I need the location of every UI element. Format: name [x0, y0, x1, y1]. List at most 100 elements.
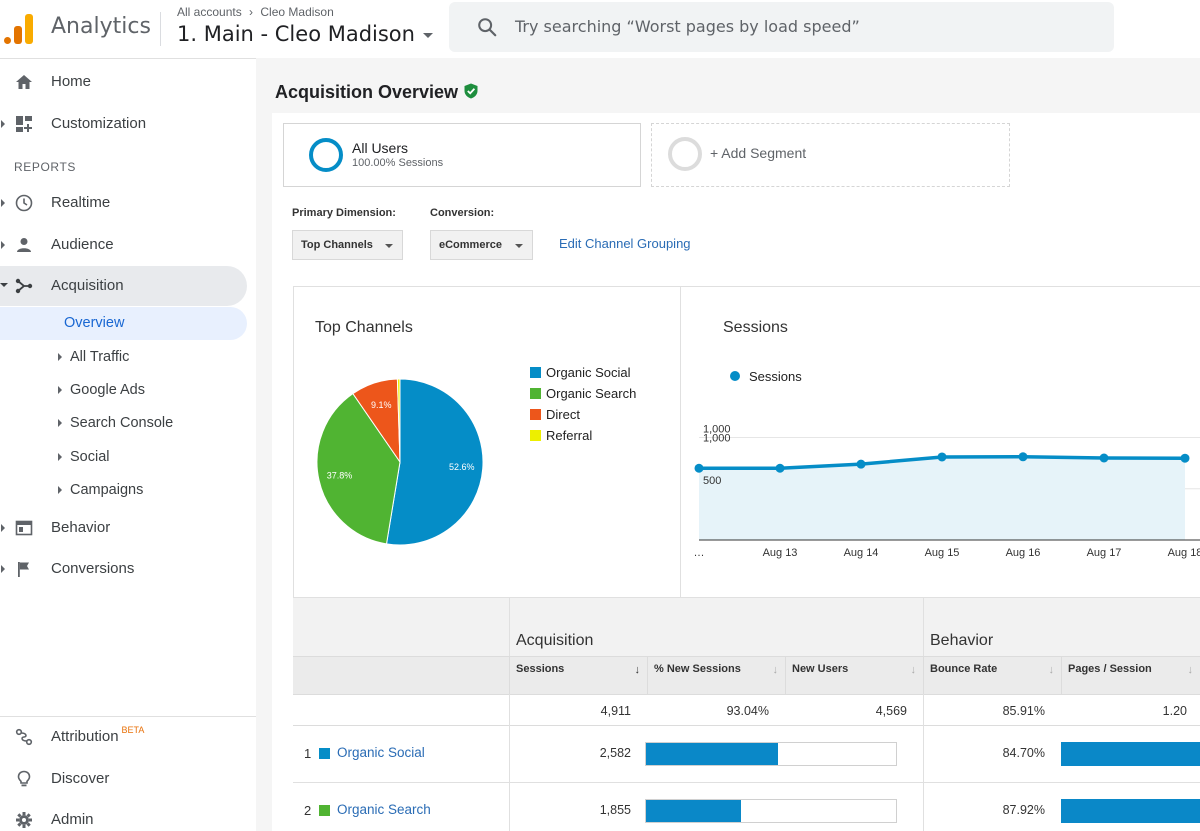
sidebar-item-realtime[interactable]: Realtime [0, 183, 247, 223]
search-bar[interactable]: Try searching “Worst pages by load speed… [449, 2, 1114, 52]
sessions-point[interactable] [1180, 453, 1190, 463]
legend-label: Direct [546, 407, 580, 422]
totals-row: 4,911 93.04% 4,569 85.91% 1.20 [293, 694, 1200, 726]
segment-subtitle: 100.00% Sessions [352, 157, 444, 169]
add-segment-button[interactable]: + Add Segment [651, 123, 1010, 187]
sidebar-item-acquisition[interactable]: Acquisition [0, 266, 247, 306]
sidebar-item-discover[interactable]: Discover [0, 759, 247, 799]
new-sessions-bar [645, 799, 897, 823]
col-head-pages-per-session[interactable]: Pages / Session ↓ [1061, 656, 1200, 694]
sort-icon: ↓ [1048, 664, 1055, 676]
sidebar-item-label: Attribution BETA [51, 725, 144, 745]
pie-slice-organic-search[interactable] [316, 392, 401, 545]
legend-item[interactable]: Direct [530, 407, 636, 428]
legend-item[interactable]: Organic Search [530, 386, 636, 407]
primary-dimension-label: Primary Dimension: [292, 207, 396, 219]
primary-dimension-dropdown[interactable]: Top Channels [292, 230, 403, 260]
sidebar-subitem-search-console[interactable]: Search Console [0, 407, 247, 440]
sessions-point[interactable] [1018, 452, 1028, 462]
sidebar-item-customization[interactable]: Customization [0, 104, 247, 144]
col-head-new-users[interactable]: New Users ↓ [785, 656, 923, 694]
analytics-logo[interactable] [4, 12, 34, 44]
sidebar-item-label: Discover [51, 770, 110, 787]
property-selector[interactable]: 1. Main - Cleo Madison [177, 22, 433, 46]
column-divider [923, 694, 924, 831]
sidebar-item-admin[interactable]: Admin [0, 800, 247, 831]
legend-label: Organic Search [546, 386, 637, 401]
col-head-new-sessions[interactable]: % New Sessions ↓ [647, 656, 785, 694]
sidebar-item-audience[interactable]: Audience [0, 225, 247, 265]
breadcrumb[interactable]: All accounts › Cleo Madison [177, 5, 334, 19]
series-legend-dot [730, 371, 740, 381]
sort-descending-icon: ↓ [634, 664, 641, 676]
y-tick-label: 1,000 [703, 424, 731, 436]
channel-link[interactable]: Organic Social [337, 745, 425, 760]
sidebar-subitem-social[interactable]: Social [0, 441, 247, 474]
sort-icon: ↓ [772, 664, 779, 676]
main-panel: Acquisition Overview All Users 100.00% S… [256, 58, 1200, 831]
expand-arrow-icon [58, 386, 62, 394]
pie-slice-referral[interactable] [396, 378, 401, 463]
sidebar-subitem-all-traffic[interactable]: All Traffic [0, 341, 247, 374]
breadcrumb-account[interactable]: Cleo Madison [260, 5, 334, 19]
report-content: All Users 100.00% Sessions + Add Segment… [272, 113, 1200, 831]
row-bounce-rate: 84.70% [1002, 746, 1045, 760]
charts-panel: Top Channels 52.6% 37.8% 9.1% Organic Soci… [293, 286, 1200, 598]
edit-channel-grouping-link[interactable]: Edit Channel Grouping [559, 236, 691, 251]
x-tick-label: Aug 16 [1006, 547, 1041, 559]
legend-item[interactable]: Referral [530, 428, 636, 449]
breadcrumb-all-accounts[interactable]: All accounts [177, 5, 242, 19]
col-head-sessions[interactable]: Sessions ↓ [509, 656, 647, 694]
segment-all-users[interactable]: All Users 100.00% Sessions [283, 123, 641, 187]
sort-icon: ↓ [1187, 664, 1194, 676]
sidebar-item-label: Conversions [51, 560, 135, 577]
sidebar-item-attribution[interactable]: Attribution BETA [0, 717, 247, 757]
sidebar-item-home[interactable]: Home [0, 62, 247, 102]
pie-legend: Organic Social Organic Search Direct Referr… [530, 365, 636, 449]
sidebar-subitem-overview[interactable]: Overview [0, 307, 247, 340]
segment-title: All Users [352, 140, 409, 156]
legend-swatch [530, 367, 541, 378]
sidebar-item-label: Acquisition [51, 277, 124, 294]
sessions-point[interactable] [1099, 453, 1109, 463]
expand-arrow-icon [58, 419, 62, 427]
dropdown-value: eCommerce [439, 239, 502, 251]
expand-arrow-icon [1, 199, 5, 207]
col-head-channel [293, 656, 509, 694]
top-channels-pie-chart[interactable]: 52.6% 37.8% 9.1% [315, 377, 485, 547]
channel-link[interactable]: Organic Search [337, 802, 431, 817]
flag-icon [18, 562, 29, 577]
sessions-point[interactable] [694, 463, 704, 473]
conversion-dropdown[interactable]: eCommerce [430, 230, 533, 260]
sidebar-subitem-label: All Traffic [70, 349, 130, 365]
sidebar-item-behavior[interactable]: Behavior [0, 508, 247, 548]
sidebar-subitem-campaigns[interactable]: Campaigns [0, 474, 247, 507]
pie-value-label: 37.8% [327, 471, 353, 481]
col-head-bounce-rate[interactable]: Bounce Rate ↓ [923, 656, 1061, 694]
search-input[interactable]: Try searching “Worst pages by load speed… [515, 17, 860, 36]
sidebar-subitem-google-ads[interactable]: Google Ads [0, 374, 247, 407]
pie-slice-organic-social[interactable] [385, 378, 484, 546]
x-tick-label: Aug 17 [1087, 547, 1122, 559]
app-title: Analytics [51, 14, 151, 39]
row-sessions: 1,855 [599, 803, 631, 817]
legend-item[interactable]: Organic Social [530, 365, 636, 386]
chevron-down-icon [422, 32, 433, 38]
sessions-point[interactable] [937, 452, 947, 462]
sidebar-item-conversions[interactable]: Conversions [0, 549, 247, 589]
row-sessions: 2,582 [599, 746, 631, 760]
total-sessions: 4,911 [600, 704, 631, 718]
x-tick-label: Aug 13 [763, 547, 798, 559]
verified-check-icon [464, 83, 478, 99]
line-chart-title: Sessions [723, 319, 788, 336]
page-title: Acquisition Overview [275, 82, 479, 103]
sessions-point[interactable] [775, 463, 785, 473]
pages-session-bar [1061, 742, 1200, 766]
home-icon [16, 75, 32, 89]
acquisition-group-header: Acquisition [509, 598, 923, 656]
person-icon [17, 238, 31, 252]
dropdown-value: Top Channels [301, 239, 373, 251]
sessions-point[interactable] [856, 459, 866, 469]
channel-color-swatch [319, 748, 330, 759]
